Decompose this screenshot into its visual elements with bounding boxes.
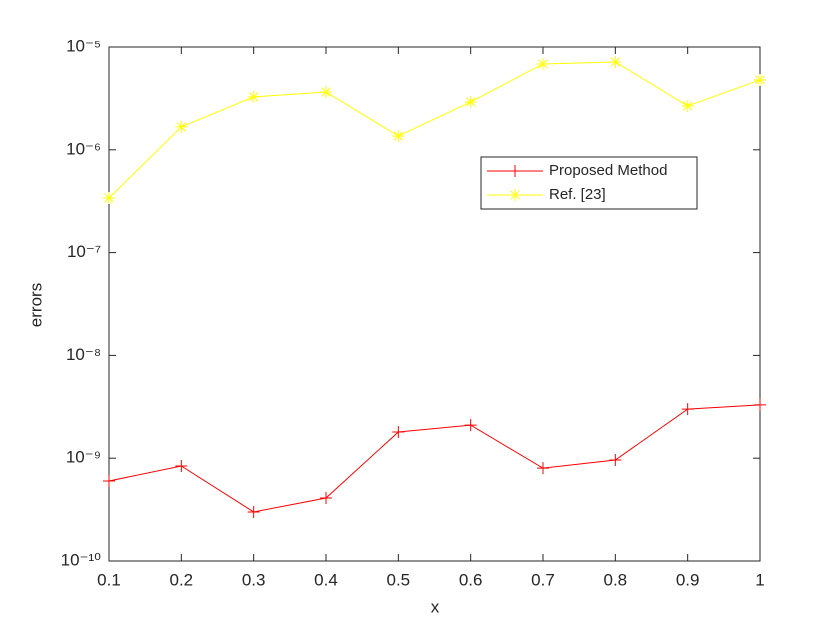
x-tick-label: 1 [755,570,764,589]
legend-marker [509,189,521,201]
legend-label: Ref. [23] [549,186,606,203]
y-tick-label: 10⁻⁸ [66,345,101,364]
marker [609,55,622,68]
x-axis-label: x [431,597,440,616]
legend: Proposed Method Ref. [23] [480,156,698,210]
marker [754,73,766,86]
marker [537,462,549,475]
legend-marker [509,165,521,177]
marker [464,419,477,432]
x-tick-label: 0.1 [97,570,121,589]
y-tick-label: 10⁻⁹ [66,448,101,467]
marker [247,90,260,103]
legend-box [480,156,698,210]
y-tick-label: 10⁻⁶ [66,139,101,158]
y-tick-label: 10⁻¹⁰ [61,550,102,569]
x-tick-label: 0.6 [459,570,483,589]
x-tick-label: 0.8 [604,570,628,589]
series-line [108,61,761,199]
marker [464,95,477,108]
marker [681,99,694,112]
x-tick-label: 0.2 [170,570,194,589]
marker [175,120,188,133]
marker [754,398,766,411]
y-tick-label: 10⁻⁷ [67,242,101,261]
marker [103,191,115,204]
x-tick-label: 0.5 [387,570,411,589]
x-tick-label: 0.7 [531,570,555,589]
x-tick-label: 0.4 [314,570,338,589]
marker [392,130,405,143]
marker [247,505,260,518]
marker [681,403,694,416]
x-tick-label: 0.9 [676,570,700,589]
marker [320,85,332,98]
marker [392,425,405,438]
marker [537,57,549,70]
marker [609,454,622,467]
marker [320,492,332,505]
legend-label: Proposed Method [549,162,667,179]
marker [175,459,188,472]
y-tick-label: 10⁻⁵ [66,36,101,55]
marker [103,475,115,488]
axes-box [108,46,761,562]
x-tick-label: 0.3 [242,570,266,589]
series-line [108,404,761,513]
y-axis-label: errors [26,283,45,327]
